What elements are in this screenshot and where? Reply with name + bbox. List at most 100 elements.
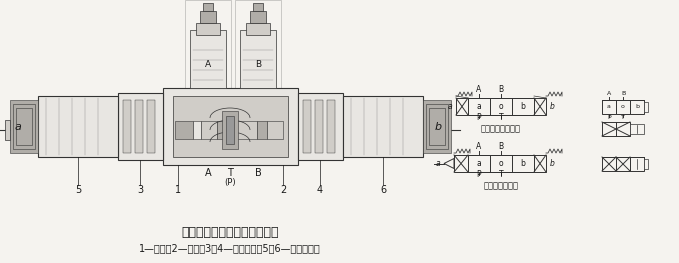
Bar xyxy=(185,0,231,90)
Text: b: b xyxy=(521,159,526,168)
Bar xyxy=(327,100,335,153)
Text: 4: 4 xyxy=(317,185,323,195)
Bar xyxy=(203,3,213,11)
Bar xyxy=(423,100,451,153)
Bar xyxy=(175,121,193,139)
Text: a: a xyxy=(477,102,481,111)
Text: a: a xyxy=(436,159,440,168)
Text: 3: 3 xyxy=(137,185,143,195)
Bar xyxy=(456,98,468,115)
Text: b: b xyxy=(521,102,526,111)
Text: P: P xyxy=(607,115,611,120)
Bar xyxy=(196,23,220,35)
Text: A: A xyxy=(607,91,611,96)
Text: a: a xyxy=(447,102,452,111)
Bar xyxy=(5,120,10,140)
Text: 2: 2 xyxy=(280,185,286,195)
Bar xyxy=(246,23,270,35)
Bar xyxy=(135,100,143,153)
Text: 直动式比例方向节流阀的结构: 直动式比例方向节流阀的结构 xyxy=(181,226,279,240)
Bar xyxy=(173,96,288,157)
Bar xyxy=(602,157,616,171)
Bar xyxy=(602,100,616,114)
Text: A: A xyxy=(477,85,481,94)
Text: o: o xyxy=(498,159,503,168)
Bar xyxy=(512,98,534,115)
Bar xyxy=(315,100,323,153)
Text: T: T xyxy=(498,113,503,122)
Bar xyxy=(644,102,648,112)
Bar xyxy=(163,88,298,165)
Text: b: b xyxy=(549,159,555,168)
Bar xyxy=(468,155,490,172)
Text: a: a xyxy=(477,159,481,168)
Bar xyxy=(630,124,644,134)
Bar xyxy=(190,30,226,88)
Text: b: b xyxy=(435,122,441,132)
Bar xyxy=(429,108,445,145)
Text: B: B xyxy=(498,85,504,94)
Bar xyxy=(512,155,534,172)
Bar xyxy=(630,100,644,114)
Text: b: b xyxy=(635,104,639,109)
Bar xyxy=(490,98,512,115)
Bar xyxy=(250,11,266,23)
Bar xyxy=(10,100,38,153)
Text: 不带集成式放大板: 不带集成式放大板 xyxy=(481,124,521,134)
Text: a: a xyxy=(607,104,611,109)
Text: 1: 1 xyxy=(175,185,181,195)
Bar xyxy=(38,96,118,157)
Bar xyxy=(298,93,343,160)
Bar xyxy=(13,104,35,149)
Text: A: A xyxy=(205,60,211,69)
Bar xyxy=(534,155,546,172)
Bar xyxy=(454,155,468,172)
Bar xyxy=(118,93,163,160)
Text: B: B xyxy=(498,142,504,151)
Text: B: B xyxy=(255,60,261,69)
Text: B: B xyxy=(255,168,261,178)
Bar xyxy=(257,121,267,139)
Bar xyxy=(644,159,648,169)
Text: B: B xyxy=(621,91,625,96)
Bar xyxy=(616,157,630,171)
Bar xyxy=(193,121,201,139)
Bar xyxy=(468,98,490,115)
Text: T: T xyxy=(621,115,625,120)
Bar xyxy=(200,11,216,23)
Bar xyxy=(616,100,630,114)
Bar xyxy=(226,116,234,144)
Text: P: P xyxy=(477,113,481,122)
Bar xyxy=(534,98,546,115)
Bar xyxy=(303,100,311,153)
Bar xyxy=(240,30,276,88)
Bar xyxy=(222,111,238,149)
Text: o: o xyxy=(498,102,503,111)
Text: A: A xyxy=(477,142,481,151)
Text: b: b xyxy=(549,102,555,111)
Bar xyxy=(343,96,423,157)
Bar xyxy=(217,121,227,139)
Text: 带集成式放大板: 带集成式放大板 xyxy=(483,181,519,190)
Bar xyxy=(16,108,32,145)
Bar xyxy=(123,100,131,153)
Bar xyxy=(227,121,257,139)
Bar xyxy=(253,3,263,11)
Bar xyxy=(147,100,155,153)
Text: 5: 5 xyxy=(75,185,81,195)
Bar xyxy=(235,0,281,90)
Text: T: T xyxy=(227,168,233,178)
Text: (P): (P) xyxy=(224,178,236,186)
Text: T: T xyxy=(498,170,503,179)
Text: A: A xyxy=(204,168,211,178)
Bar xyxy=(630,157,644,171)
Bar xyxy=(201,121,217,139)
Bar xyxy=(602,122,630,136)
Text: P: P xyxy=(477,170,481,179)
Text: 6: 6 xyxy=(380,185,386,195)
Text: a: a xyxy=(14,122,22,132)
Text: 1—阀体；2—阀芯；3、4—对中弹簧；5、6—比例电磁铁: 1—阀体；2—阀芯；3、4—对中弹簧；5、6—比例电磁铁 xyxy=(139,243,321,253)
Bar xyxy=(426,104,448,149)
Bar xyxy=(267,121,283,139)
Text: o: o xyxy=(621,104,625,109)
